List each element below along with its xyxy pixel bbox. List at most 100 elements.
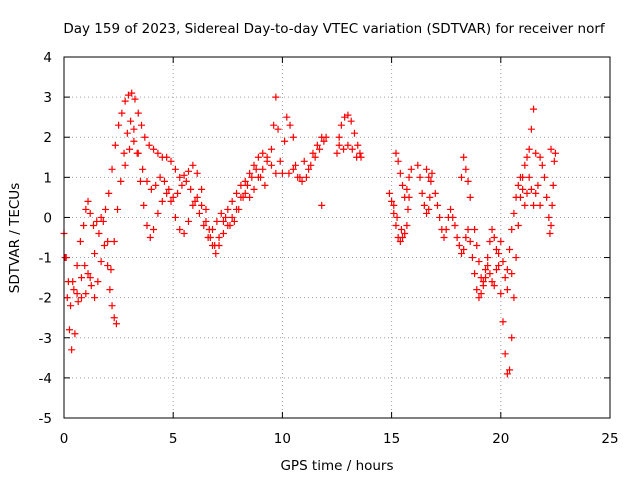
data-point <box>404 205 412 213</box>
data-point <box>506 366 514 374</box>
data-point <box>222 213 230 221</box>
data-point <box>399 234 407 241</box>
data-point <box>335 141 343 149</box>
data-point <box>460 153 468 161</box>
data-point <box>267 145 275 153</box>
data-point <box>70 286 78 294</box>
data-point <box>393 213 401 221</box>
data-point <box>147 185 155 193</box>
data-point <box>519 185 527 193</box>
data-point <box>549 181 557 189</box>
data-point <box>298 177 306 185</box>
data-point <box>503 286 511 294</box>
data-point <box>87 282 95 290</box>
data-point <box>455 242 463 250</box>
x-tick-label: 25 <box>601 431 618 447</box>
data-point <box>235 205 243 213</box>
data-point <box>462 234 470 241</box>
data-point <box>184 217 192 225</box>
data-point <box>189 201 197 209</box>
y-tick-label: -4 <box>39 371 52 387</box>
data-point <box>160 177 168 185</box>
data-point <box>105 189 113 197</box>
data-point <box>464 177 472 185</box>
data-point <box>241 189 249 197</box>
data-point <box>272 93 280 101</box>
data-point <box>274 125 282 133</box>
data-point <box>114 205 122 213</box>
data-point <box>204 234 212 241</box>
data-point <box>195 209 203 217</box>
data-point <box>354 141 362 149</box>
data-point <box>215 234 223 241</box>
y-tick-label: 1 <box>43 170 52 186</box>
data-point <box>397 225 405 233</box>
data-point <box>243 181 251 189</box>
data-point <box>530 105 538 113</box>
data-point <box>112 320 120 328</box>
x-axis-label: GPS time / hours <box>280 458 393 474</box>
data-point <box>141 133 149 141</box>
data-point <box>525 173 533 181</box>
data-point <box>333 149 341 157</box>
data-point <box>73 262 81 270</box>
data-point <box>532 189 540 197</box>
plot-frame <box>63 56 611 419</box>
data-point <box>86 274 94 282</box>
data-point <box>466 193 474 201</box>
data-point <box>270 121 278 129</box>
data-point <box>292 161 300 169</box>
series-track-g <box>385 149 415 246</box>
data-point <box>182 177 190 185</box>
data-point <box>311 153 319 161</box>
data-point <box>283 113 291 121</box>
data-point <box>136 177 144 185</box>
data-point <box>486 238 494 246</box>
data-point <box>217 209 225 217</box>
data-point <box>385 189 393 197</box>
data-point <box>508 270 516 278</box>
data-point <box>143 177 151 185</box>
data-point <box>163 189 171 197</box>
data-point <box>110 314 118 322</box>
data-point <box>468 254 476 262</box>
series-track-e <box>285 133 330 209</box>
data-point <box>77 274 85 282</box>
data-point <box>228 197 236 205</box>
data-point <box>460 246 468 254</box>
data-point <box>281 137 289 145</box>
data-point <box>407 165 415 173</box>
data-point <box>447 205 455 213</box>
y-tick-label: -3 <box>39 331 52 347</box>
data-point <box>492 246 500 254</box>
data-point <box>545 213 553 221</box>
data-point <box>442 225 450 233</box>
data-point <box>390 201 398 209</box>
data-point <box>510 209 518 217</box>
data-point <box>104 238 112 246</box>
data-point <box>110 238 118 246</box>
data-point <box>294 173 302 181</box>
data-point <box>134 109 142 117</box>
tick-labels: 0 5 10 15 20 25 -5 -4 -3 -2 -1 0 1 2 3 4 <box>39 50 619 447</box>
data-point <box>477 290 485 298</box>
data-point <box>61 254 69 262</box>
data-point <box>546 229 554 237</box>
data-point <box>495 250 503 258</box>
data-point <box>120 149 128 157</box>
data-point <box>482 266 490 274</box>
data-point <box>191 197 199 205</box>
data-point <box>169 193 177 201</box>
data-point <box>473 286 481 294</box>
data-point <box>200 221 208 229</box>
data-point <box>428 169 436 177</box>
data-point <box>525 145 533 153</box>
data-point <box>307 161 315 169</box>
data-point <box>423 209 431 217</box>
data-point <box>246 193 254 201</box>
data-point <box>180 229 188 237</box>
data-point <box>146 234 154 241</box>
data-point <box>272 169 280 177</box>
data-point <box>399 181 407 189</box>
data-point <box>475 294 483 302</box>
